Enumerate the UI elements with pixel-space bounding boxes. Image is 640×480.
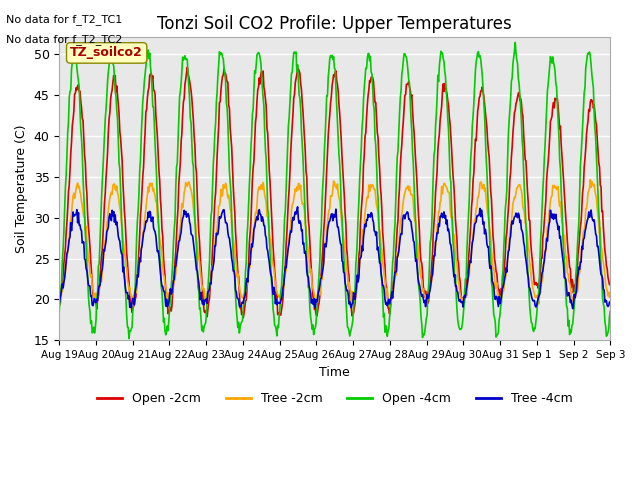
Tree -4cm xyxy=(403,211,410,216)
Tree -2cm xyxy=(386,303,394,309)
Tree -2cm xyxy=(56,296,63,301)
Open -2cm xyxy=(56,295,63,301)
Tree -4cm xyxy=(65,236,73,242)
Title: Tonzi Soil CO2 Profile: Upper Temperatures: Tonzi Soil CO2 Profile: Upper Temperatur… xyxy=(157,15,512,33)
Text: No data for f_T2_TC2: No data for f_T2_TC2 xyxy=(6,34,123,45)
Open -4cm xyxy=(122,296,130,301)
Open -4cm xyxy=(403,54,410,60)
Tree -2cm xyxy=(586,177,594,182)
Open -4cm xyxy=(179,54,186,60)
Y-axis label: Soil Temperature (C): Soil Temperature (C) xyxy=(15,125,28,253)
Line: Tree -2cm: Tree -2cm xyxy=(60,180,611,306)
Tree -4cm xyxy=(178,220,186,226)
Open -4cm xyxy=(125,336,133,341)
Open -4cm xyxy=(419,335,426,340)
Tree -2cm xyxy=(403,185,410,191)
Tree -4cm xyxy=(419,291,426,297)
Tree -2cm xyxy=(419,288,426,294)
Tree -4cm xyxy=(569,306,577,312)
Open -2cm xyxy=(403,82,411,87)
Open -4cm xyxy=(56,308,63,314)
Open -2cm xyxy=(178,131,186,136)
Tree -2cm xyxy=(65,237,73,243)
Open -2cm xyxy=(65,182,73,188)
Open -4cm xyxy=(511,39,519,45)
Open -4cm xyxy=(65,95,73,100)
Open -2cm xyxy=(419,284,427,289)
Open -4cm xyxy=(208,208,216,214)
Tree -4cm xyxy=(207,281,215,287)
Tree -2cm xyxy=(207,280,215,286)
Tree -2cm xyxy=(122,264,130,269)
Open -2cm xyxy=(208,264,216,270)
Line: Open -4cm: Open -4cm xyxy=(60,42,611,338)
Tree -2cm xyxy=(607,294,614,300)
Tree -4cm xyxy=(607,300,614,305)
Open -2cm xyxy=(239,315,247,321)
Legend: Open -2cm, Tree -2cm, Open -4cm, Tree -4cm: Open -2cm, Tree -2cm, Open -4cm, Tree -4… xyxy=(92,387,578,410)
Open -4cm xyxy=(607,309,614,314)
Tree -4cm xyxy=(294,204,301,210)
Line: Tree -4cm: Tree -4cm xyxy=(60,207,611,309)
Line: Open -2cm: Open -2cm xyxy=(60,67,611,318)
X-axis label: Time: Time xyxy=(319,366,350,379)
Tree -4cm xyxy=(122,289,130,295)
Open -2cm xyxy=(184,64,191,70)
Open -2cm xyxy=(607,282,614,288)
Tree -2cm xyxy=(178,201,186,206)
Tree -4cm xyxy=(56,302,63,308)
Text: No data for f_T2_TC1: No data for f_T2_TC1 xyxy=(6,14,123,25)
Open -2cm xyxy=(122,235,130,240)
Text: TZ_soilco2: TZ_soilco2 xyxy=(70,47,143,60)
